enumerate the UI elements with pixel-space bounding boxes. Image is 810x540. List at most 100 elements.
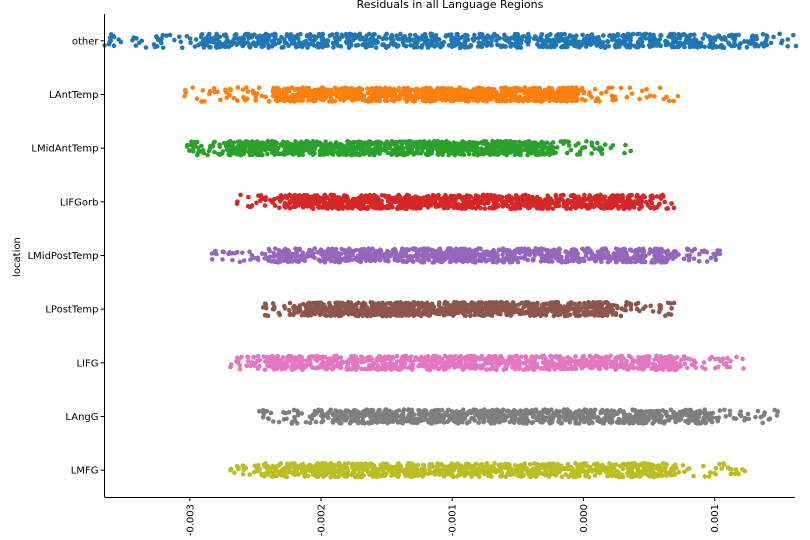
data-point [224, 95, 230, 101]
data-point [291, 39, 297, 44]
data-point [366, 43, 372, 49]
data-point [194, 96, 200, 102]
data-point [651, 204, 657, 210]
data-point [220, 257, 225, 262]
data-point [587, 90, 592, 95]
data-point [615, 33, 621, 38]
data-point [228, 87, 234, 93]
data-point [327, 33, 333, 39]
data-point [199, 32, 204, 38]
data-point [266, 246, 272, 252]
data-point [334, 197, 340, 202]
data-point [750, 33, 755, 38]
data-point [546, 38, 552, 44]
data-point [628, 148, 633, 154]
data-point [557, 250, 562, 256]
data-point [496, 141, 502, 147]
data-point [553, 192, 559, 198]
data-point [411, 98, 416, 104]
data-point [332, 85, 338, 91]
data-point [446, 43, 452, 48]
data-point [785, 37, 791, 42]
data-point [603, 43, 609, 49]
data-point [627, 206, 632, 211]
data-point [484, 99, 490, 104]
data-point [599, 42, 604, 47]
data-point [312, 146, 318, 151]
data-point [702, 44, 707, 50]
data-point [503, 87, 509, 92]
data-point [642, 259, 648, 265]
data-point [482, 206, 488, 211]
data-point [584, 139, 589, 144]
data-point [410, 195, 416, 201]
data-point [623, 205, 628, 210]
data-point [621, 33, 626, 38]
data-point [323, 151, 328, 157]
data-point [523, 252, 528, 258]
data-point [545, 193, 550, 198]
data-point [261, 43, 267, 49]
data-point [406, 145, 412, 150]
data-point [539, 89, 545, 95]
data-point [583, 249, 588, 254]
data-point [419, 35, 425, 40]
data-point [218, 97, 223, 103]
data-point [198, 41, 203, 46]
data-point [561, 141, 566, 147]
data-point [355, 96, 361, 102]
data-point [272, 41, 278, 47]
data-point [205, 152, 210, 158]
data-point [568, 258, 573, 263]
data-point [525, 152, 530, 158]
data-point [208, 143, 213, 149]
data-point [643, 31, 649, 37]
data-point [429, 150, 434, 156]
data-point [618, 85, 624, 91]
data-point [464, 87, 469, 93]
data-point [464, 37, 470, 42]
data-point [503, 149, 509, 154]
data-point [237, 259, 243, 265]
data-point [355, 42, 361, 48]
data-point [265, 144, 271, 149]
data-point [544, 140, 550, 145]
data-point [475, 85, 481, 91]
data-point [133, 43, 139, 48]
data-point [316, 33, 322, 39]
data-point [253, 146, 258, 152]
data-point [256, 85, 262, 91]
data-point [383, 33, 388, 39]
data-point [415, 35, 420, 40]
data-point [594, 96, 600, 101]
data-point [283, 90, 289, 95]
data-point [682, 44, 687, 50]
data-point [231, 140, 237, 145]
data-point [684, 253, 690, 258]
data-point [272, 246, 278, 251]
data-point [266, 98, 272, 104]
data-point [272, 152, 277, 157]
data-point [342, 258, 348, 263]
data-point [256, 193, 261, 198]
data-point [715, 33, 721, 39]
data-point [312, 150, 317, 156]
data-point [401, 35, 407, 40]
data-point [298, 148, 303, 153]
data-point [284, 195, 290, 201]
data-point [357, 247, 363, 253]
data-point [702, 248, 707, 254]
data-point [539, 31, 545, 37]
data-point [477, 92, 482, 98]
data-point [597, 255, 602, 261]
series-LPostTemp [260, 299, 677, 319]
data-point [273, 97, 279, 103]
data-point [441, 205, 447, 211]
data-point [584, 33, 590, 39]
data-point [560, 197, 565, 203]
data-point [489, 43, 494, 48]
data-point [473, 260, 478, 265]
data-point [575, 256, 580, 261]
data-point [285, 256, 290, 262]
data-point [637, 96, 642, 102]
